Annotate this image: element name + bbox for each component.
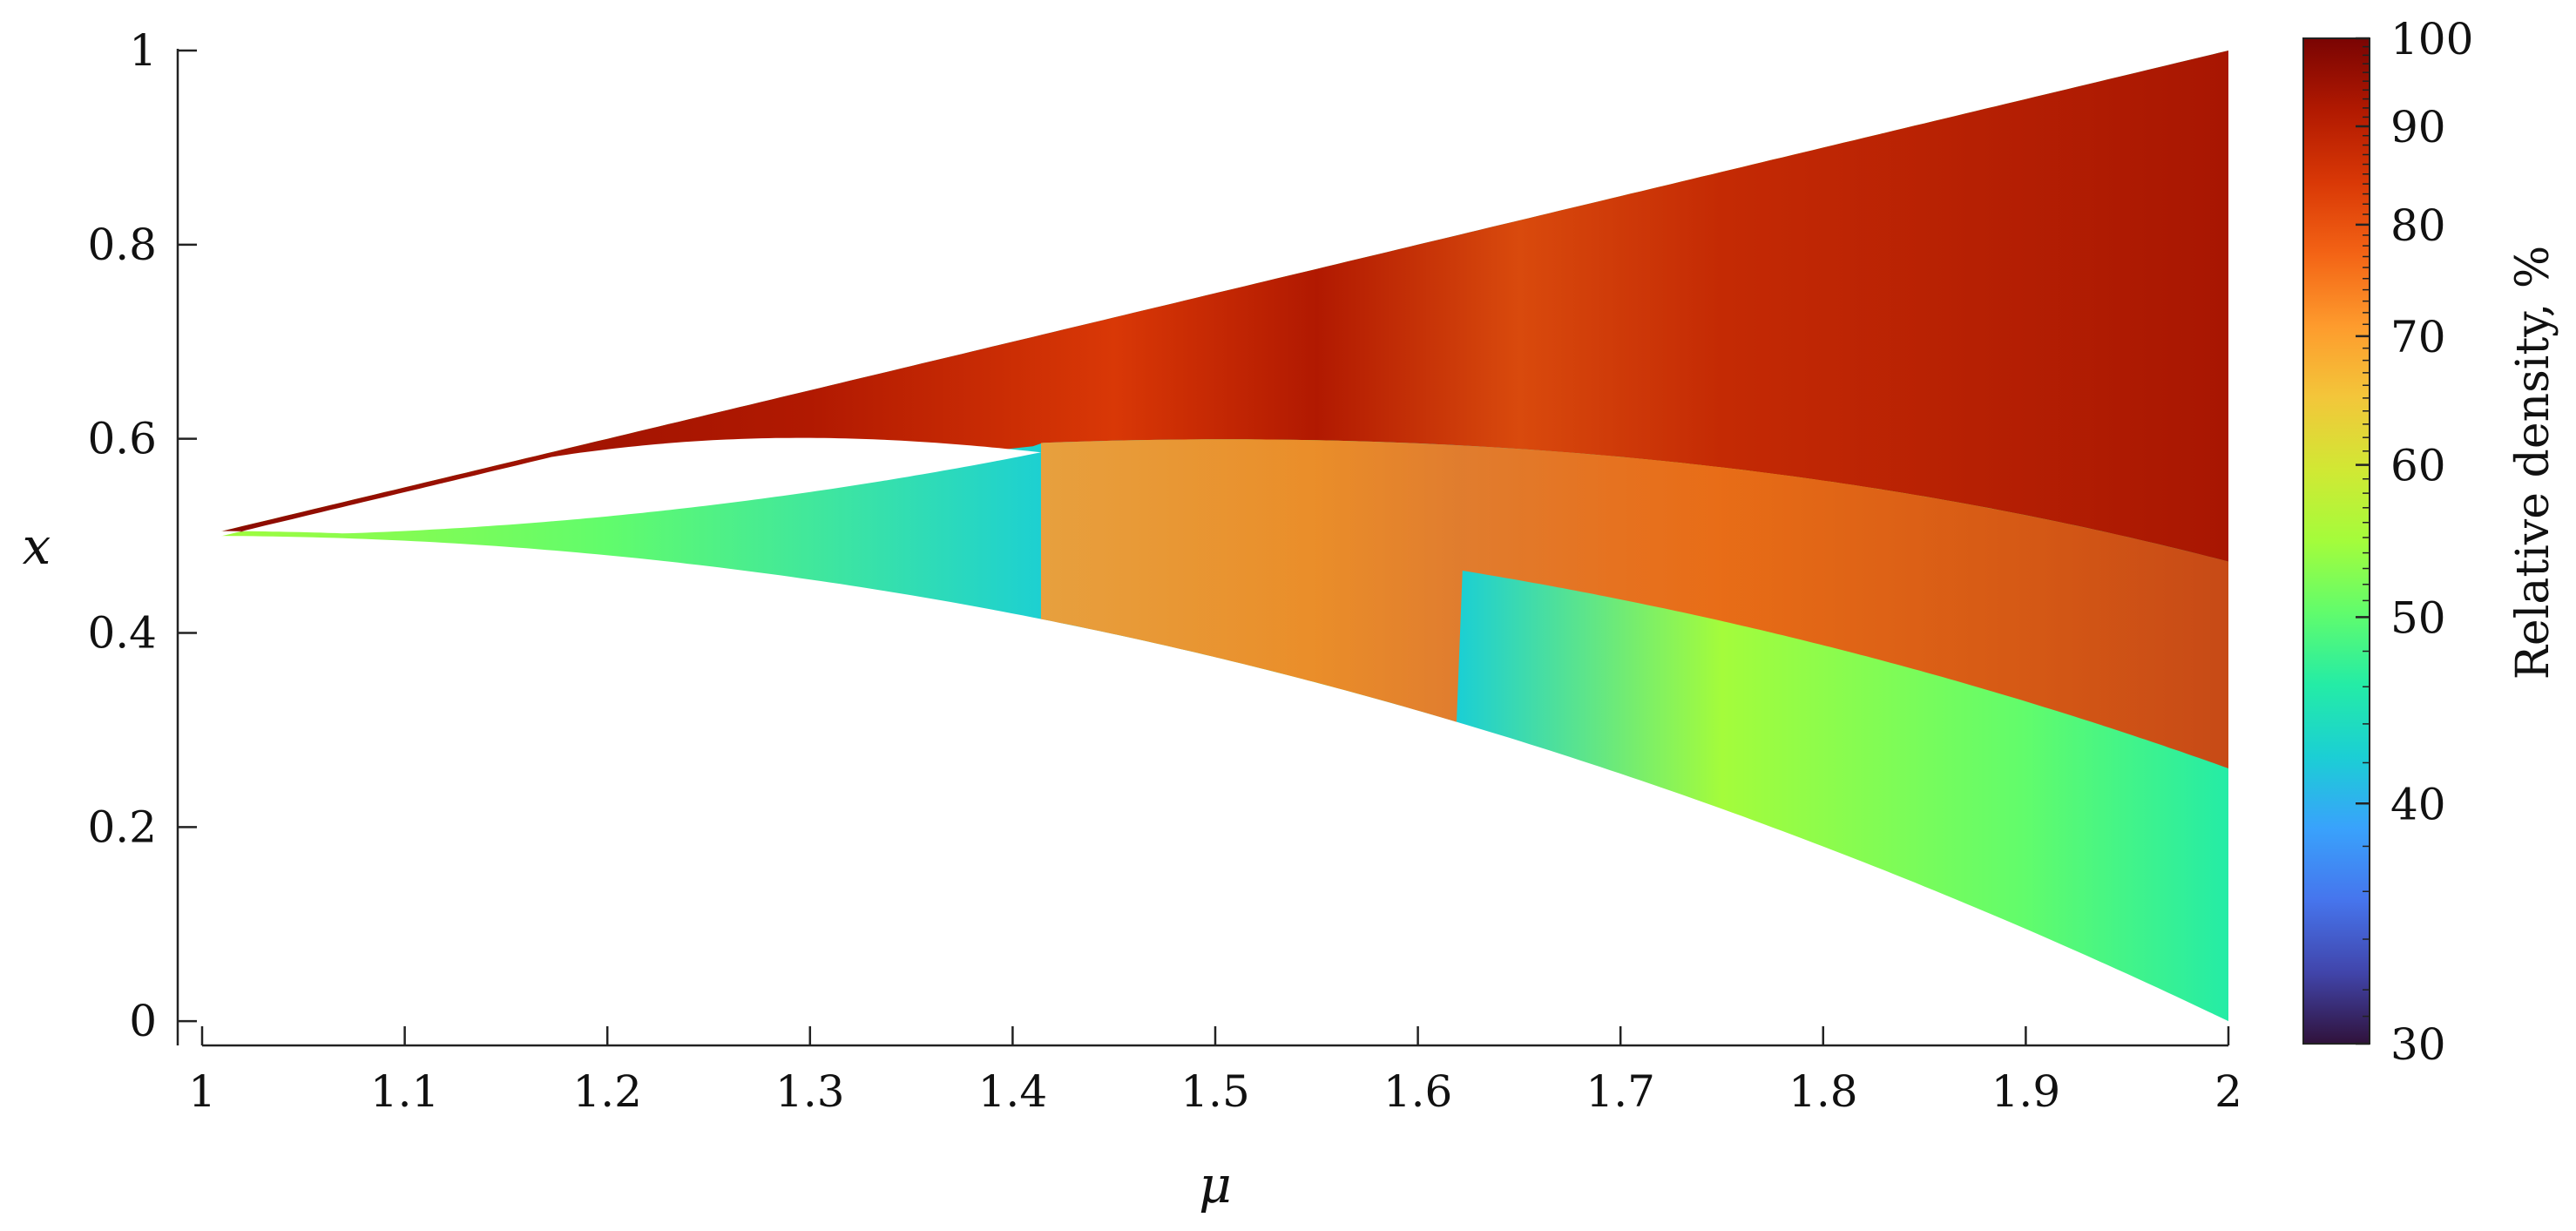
- colorbar-label: Relative density, %: [2507, 246, 2559, 680]
- colorbar-tick-label: 100: [2390, 14, 2473, 64]
- colorbar: 30 40 50 60 70 80 90 100 Relative density, %: [2302, 14, 2559, 1070]
- y-tick-label: 0: [129, 996, 157, 1046]
- density-gap: [202, 437, 1041, 541]
- plot-area: [202, 51, 2228, 1022]
- x-tick-label: 1.4: [978, 1066, 1048, 1117]
- y-tick-label: 0.2: [87, 802, 157, 852]
- x-tick-label: 1.1: [370, 1066, 440, 1117]
- colorbar-tick-label: 60: [2390, 441, 2446, 491]
- x-tick-label: 1.7: [1585, 1066, 1655, 1117]
- colorbar-scale: [2302, 37, 2370, 1045]
- colorbar-tick-label: 80: [2390, 200, 2446, 251]
- x-tick-label: 2: [2214, 1066, 2242, 1117]
- x-tick-label: 1.5: [1180, 1066, 1250, 1117]
- x-tick-label: 1.3: [775, 1066, 845, 1117]
- x-tick-label: 1.6: [1383, 1066, 1453, 1117]
- y-tick-label: 0.8: [87, 220, 157, 270]
- x-tick-label: 1.8: [1788, 1066, 1858, 1117]
- x-tick-label: 1: [188, 1066, 216, 1117]
- x-axis-label: μ: [1199, 1155, 1232, 1214]
- y-tick-label: 1: [129, 25, 157, 76]
- upper-density-band: [202, 51, 2228, 562]
- middle-density-band: [1041, 439, 2228, 768]
- y-tick-label: 0.4: [87, 607, 157, 658]
- axes: 1 1.1 1.2 1.3 1.4 1.5 1.6 1.7 1.8 1.9 2 0 0.2 0.4 0.6 0…: [23, 25, 2242, 1214]
- colorbar-tick-label: 30: [2390, 1019, 2446, 1070]
- y-axis-label: x: [23, 517, 51, 576]
- colorbar-tick-label: 40: [2390, 779, 2446, 829]
- y-tick-label: 0.6: [87, 414, 157, 464]
- x-tick-label: 1.2: [572, 1066, 642, 1117]
- colorbar-tick-label: 50: [2390, 592, 2446, 643]
- x-tick-label: 1.9: [1991, 1066, 2061, 1117]
- colorbar-tick-label: 70: [2390, 312, 2446, 362]
- colorbar-tick-label: 90: [2390, 102, 2446, 152]
